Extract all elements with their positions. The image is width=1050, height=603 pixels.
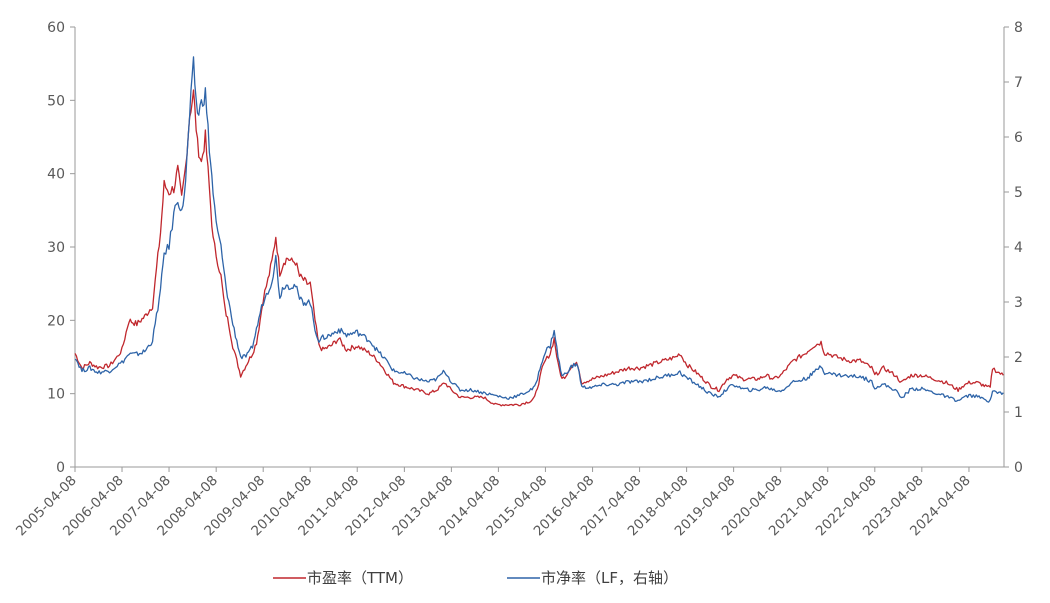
left-y-tick-label: 20 xyxy=(47,313,65,329)
right-y-tick-label: 8 xyxy=(1014,20,1023,36)
series-line-pe xyxy=(74,89,1004,407)
right-y-tick-label: 0 xyxy=(1014,460,1023,476)
right-y-tick-label: 4 xyxy=(1014,240,1023,256)
left-y-tick-label: 60 xyxy=(47,20,65,36)
chart-axes: 01020304050600123456782005-04-082006-04-… xyxy=(13,20,1023,539)
left-y-tick-label: 30 xyxy=(47,240,65,256)
left-y-tick-label: 40 xyxy=(47,167,65,183)
right-y-tick-label: 5 xyxy=(1014,185,1023,201)
left-y-tick-label: 50 xyxy=(47,93,65,109)
right-y-tick-label: 3 xyxy=(1014,295,1023,311)
right-y-tick-label: 6 xyxy=(1014,130,1023,146)
series-line-pb xyxy=(74,56,1004,403)
left-y-tick-label: 0 xyxy=(56,460,65,476)
right-y-tick-label: 1 xyxy=(1014,405,1023,421)
right-y-tick-label: 2 xyxy=(1014,350,1023,366)
right-y-tick-label: 7 xyxy=(1014,75,1023,91)
chart-legend: 市盈率（TTM） 市净率（LF，右轴） xyxy=(273,569,678,587)
legend-label: 市盈率（TTM） xyxy=(307,569,413,587)
left-y-tick-label: 10 xyxy=(47,387,65,403)
legend-label: 市净率（LF，右轴） xyxy=(541,569,678,587)
chart-series-lines xyxy=(74,56,1004,407)
